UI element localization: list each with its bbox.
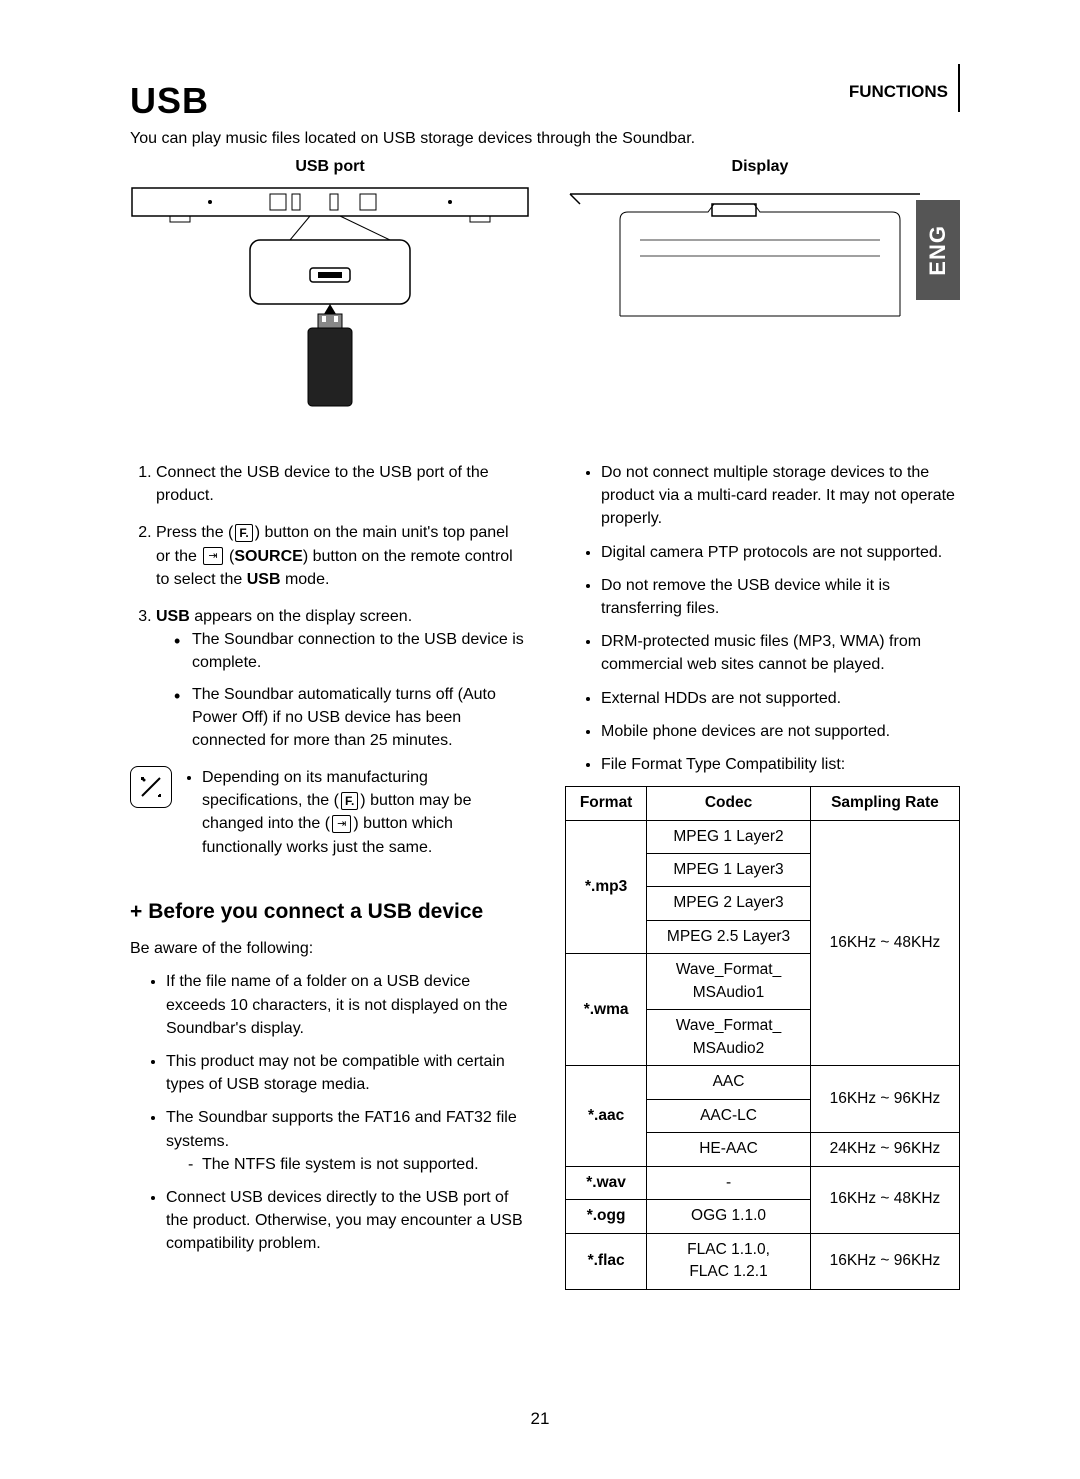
page-number: 21: [0, 1409, 1080, 1429]
intro-text: You can play music files located on USB …: [130, 130, 960, 148]
display-diagram: [560, 176, 960, 421]
th-codec: Codec: [647, 787, 811, 820]
fmt-wma: *.wma: [566, 954, 647, 1066]
before-left-sub: The NTFS file system is not supported.: [188, 1153, 525, 1176]
display-label: Display: [560, 158, 960, 176]
step-3: USB appears on the display screen. The S…: [156, 605, 525, 752]
section-label: FUNCTIONS: [849, 82, 948, 102]
before-intro: Be aware of the following:: [130, 937, 525, 960]
language-label: ENG: [925, 225, 951, 276]
fmt-flac: *.flac: [566, 1233, 647, 1289]
fmt-ogg: *.ogg: [566, 1200, 647, 1233]
right-column: Do not connect multiple storage devices …: [565, 461, 960, 1290]
before-right-0: Do not connect multiple storage devices …: [601, 461, 960, 531]
page-title: USB: [130, 80, 960, 122]
fmt-mp3: *.mp3: [566, 820, 647, 954]
section-divider: [958, 64, 960, 112]
before-right-2: Do not remove the USB device while it is…: [601, 574, 960, 620]
step-3-sub-1: The Soundbar connection to the USB devic…: [174, 628, 525, 674]
note-box: Depending on its manufacturing specifica…: [130, 766, 525, 869]
before-right-5: Mobile phone devices are not supported.: [601, 720, 960, 743]
before-left-0: If the file name of a folder on a USB de…: [166, 970, 525, 1040]
th-format: Format: [566, 787, 647, 820]
note-text: Depending on its manufacturing specifica…: [202, 766, 525, 859]
before-right-3: DRM-protected music files (MP3, WMA) fro…: [601, 630, 960, 676]
step-3-sub-2: The Soundbar automatically turns off (Au…: [174, 683, 525, 753]
source-icon: ⇥: [203, 547, 222, 565]
before-right-4: External HDDs are not supported.: [601, 687, 960, 710]
step-1: Connect the USB device to the USB port o…: [156, 461, 525, 507]
format-table: Format Codec Sampling Rate *.mp3MPEG 1 L…: [565, 786, 960, 1290]
th-rate: Sampling Rate: [810, 787, 959, 820]
before-right-1: Digital camera PTP protocols are not sup…: [601, 541, 960, 564]
f-button-icon: F.: [341, 792, 358, 810]
source-icon: ⇥: [332, 815, 351, 833]
language-tab: ENG: [916, 200, 960, 300]
diagrams: [130, 176, 960, 421]
f-button-icon: F.: [235, 524, 252, 542]
usb-port-diagram: [130, 176, 530, 421]
note-icon: [130, 766, 172, 808]
before-right-6: File Format Type Compatibility list:: [601, 753, 960, 776]
usb-port-label: USB port: [130, 158, 530, 176]
left-column: Connect the USB device to the USB port o…: [130, 461, 525, 1290]
step-2: Press the (F.) button on the main unit's…: [156, 521, 525, 591]
fmt-wav: *.wav: [566, 1166, 647, 1199]
before-left-3: Connect USB devices directly to the USB …: [166, 1186, 525, 1256]
before-left-1: This product may not be compatible with …: [166, 1050, 525, 1096]
before-heading: +Before you connect a USB device: [130, 897, 525, 927]
before-left-2: The Soundbar supports the FAT16 and FAT3…: [166, 1106, 525, 1176]
fmt-aac: *.aac: [566, 1066, 647, 1166]
